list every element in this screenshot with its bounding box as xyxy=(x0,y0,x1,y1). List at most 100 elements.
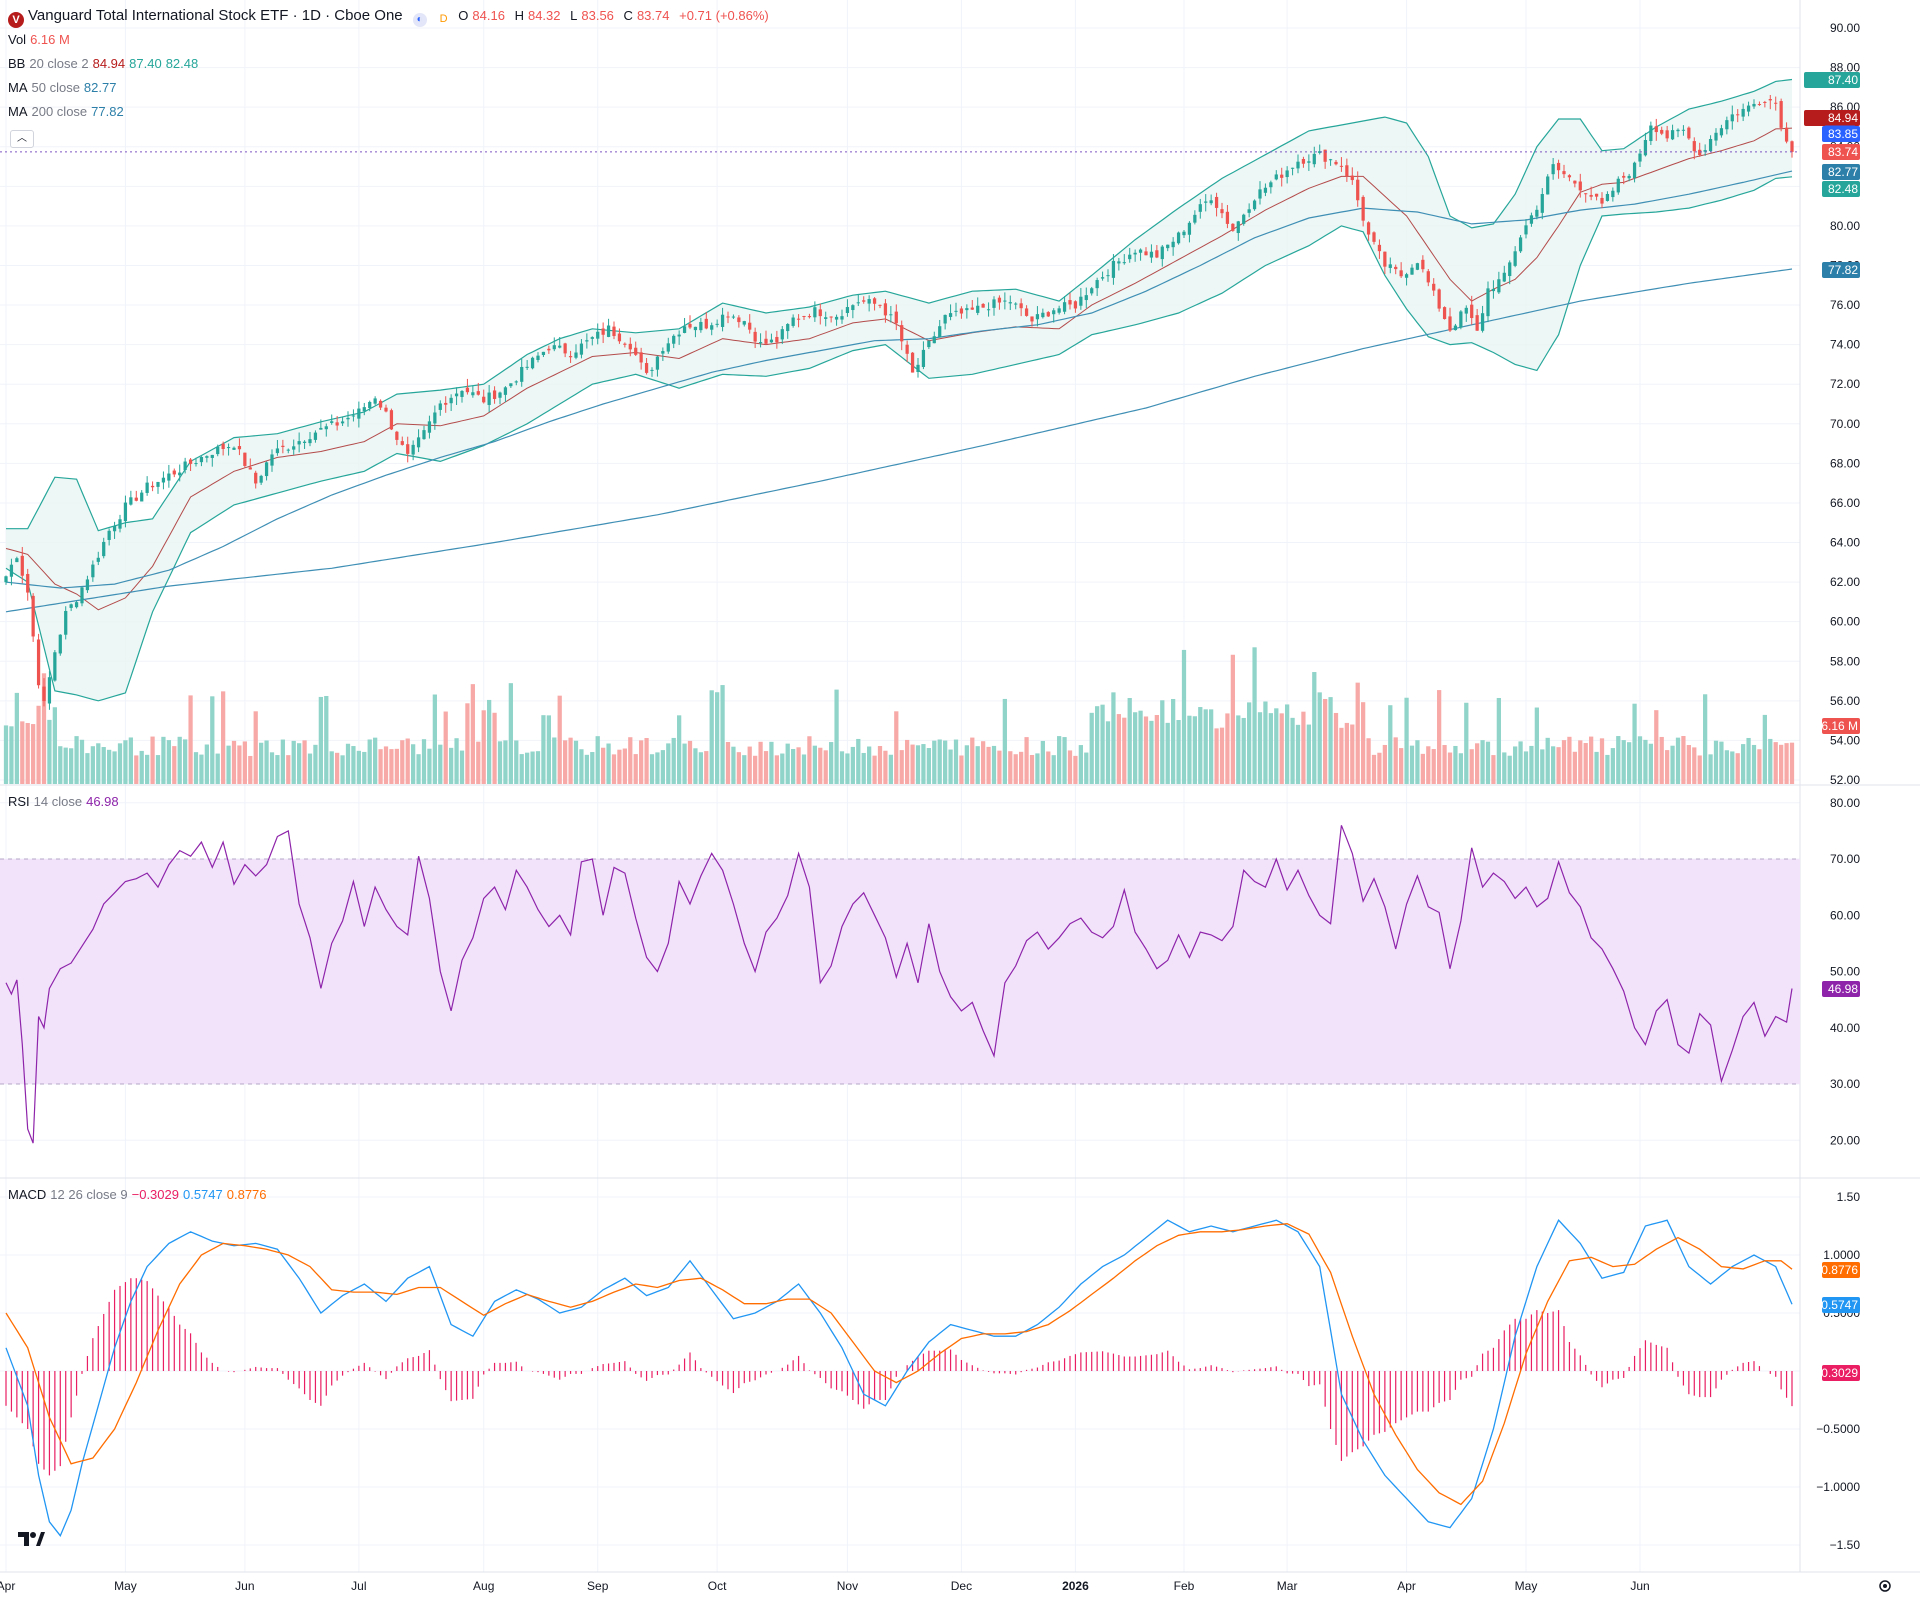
candle-body xyxy=(552,345,556,350)
volume-bar xyxy=(601,747,606,784)
macd-axis[interactable]: 1.501.00000.50000.0000−0.5000−1.0000−1.5… xyxy=(1816,1190,1860,1552)
bb-lower-value: 82.48 xyxy=(165,56,199,71)
candle-body xyxy=(672,335,676,344)
candle-body xyxy=(1725,120,1729,130)
candle-body xyxy=(31,595,35,637)
candle-body xyxy=(1323,149,1327,162)
gear-icon[interactable] xyxy=(1879,1580,1891,1592)
ma50-legend[interactable]: MA 50 close 82.77 xyxy=(8,80,120,96)
candle-body xyxy=(1714,132,1718,141)
volume-bar xyxy=(411,744,416,784)
candle-body xyxy=(965,308,969,311)
candle-body xyxy=(1529,215,1534,224)
macd-signal-line xyxy=(5,1223,1793,1506)
candle-body xyxy=(1508,262,1512,277)
volume-bar xyxy=(1268,713,1273,784)
candle-body xyxy=(617,333,622,342)
ma50-params: 50 close xyxy=(31,80,80,95)
price-axis-label: 62.00 xyxy=(1830,575,1860,589)
time-axis[interactable]: Apr May Jun Jul Aug Sep Oct Nov Dec 2026 Feb Mar Apr… xyxy=(0,1579,1650,1593)
volume-bar xyxy=(1513,746,1518,784)
bb-legend[interactable]: BB 20 close 2 84.94 87.40 82.48 xyxy=(8,56,202,72)
volume-bar xyxy=(812,745,817,784)
candle-body xyxy=(433,412,437,424)
volume-bar xyxy=(1485,741,1491,784)
volume-bar xyxy=(1724,750,1729,784)
candle-body xyxy=(1296,161,1300,169)
volume-bar xyxy=(128,737,133,784)
volume-bar xyxy=(1605,754,1610,784)
candle-body xyxy=(69,604,73,608)
vol-label: Vol xyxy=(8,32,27,47)
volume-bar xyxy=(1133,712,1138,784)
volume-bar xyxy=(557,695,562,784)
tradingview-logo[interactable] xyxy=(16,1528,46,1550)
delayed-data-icon[interactable]: D xyxy=(439,13,448,25)
symbol-logo[interactable]: V xyxy=(8,12,24,28)
volume-bar xyxy=(248,755,253,784)
volume-bar xyxy=(1008,751,1013,784)
candle-body xyxy=(932,336,936,344)
volume-bar xyxy=(166,740,171,784)
candle-body xyxy=(205,456,209,458)
symbol-title[interactable]: Vanguard Total International Stock ETF ·… xyxy=(28,7,403,24)
collapse-legend-button[interactable]: ︿ xyxy=(10,130,34,148)
candle-body xyxy=(764,338,768,344)
candle-body xyxy=(1035,314,1040,320)
rsi-axis[interactable]: 80.00 70.00 60.00 50.00 40.00 30.00 20.00 xyxy=(1830,796,1860,1148)
volume-bar xyxy=(1279,713,1284,784)
session-icon[interactable]: ◐ xyxy=(412,13,427,27)
volume-bar xyxy=(1534,707,1539,784)
candle-body xyxy=(400,441,404,445)
macd-signal-value: 0.8776 xyxy=(226,1187,267,1202)
volume-bar xyxy=(1523,751,1529,784)
macd-legend[interactable]: MACD 12 26 close 9 −0.3029 0.5747 0.8776 xyxy=(8,1187,271,1203)
candle-body xyxy=(264,462,269,477)
price-axis-label: 68.00 xyxy=(1830,456,1860,470)
volume-bar xyxy=(1344,722,1349,784)
candle-body xyxy=(384,407,388,412)
candle-body xyxy=(102,541,106,557)
candlesticks xyxy=(4,95,1794,710)
candle-body xyxy=(357,408,361,419)
candle-body xyxy=(1757,104,1762,106)
candle-body xyxy=(259,475,263,483)
candle-body xyxy=(1611,190,1615,198)
candle-body xyxy=(302,441,307,443)
bollinger-lower-line xyxy=(5,176,1793,702)
volume-bar xyxy=(1784,743,1789,784)
candle-body xyxy=(1394,266,1398,270)
candle-body xyxy=(292,446,296,450)
candle-body xyxy=(1589,194,1593,197)
candle-body xyxy=(1138,249,1143,253)
volume-bar xyxy=(1469,749,1474,784)
bb-upper-value: 87.40 xyxy=(129,56,162,71)
volume-bar xyxy=(14,692,19,784)
candle-body xyxy=(1258,189,1262,199)
volume-bar xyxy=(546,715,551,784)
volume-bar xyxy=(253,711,258,784)
bb-lower-tag: 82.48 xyxy=(1828,182,1858,196)
price-axis-label: 54.00 xyxy=(1830,733,1860,747)
volume-legend[interactable]: Vol 6.16 M xyxy=(8,32,74,48)
volume-bar xyxy=(1779,744,1784,784)
volume-bar xyxy=(367,739,372,784)
rsi-legend[interactable]: RSI 14 close 46.98 xyxy=(8,794,123,810)
candle-body xyxy=(1687,127,1691,139)
time-axis-label: Mar xyxy=(1277,1579,1298,1593)
volume-bar xyxy=(519,754,524,784)
ma200-line xyxy=(5,268,1793,613)
ma200-legend[interactable]: MA 200 close 77.82 xyxy=(8,104,128,120)
volume-bar xyxy=(52,707,57,784)
candle-body xyxy=(194,463,198,465)
volume-bar xyxy=(1496,697,1501,784)
volume-bar xyxy=(839,751,845,784)
volume-bar xyxy=(677,715,682,784)
candle-body xyxy=(948,313,953,317)
time-axis-label: Apr xyxy=(1397,1579,1416,1593)
volume-bar xyxy=(340,755,345,784)
price-axis-label: 72.00 xyxy=(1830,377,1860,391)
volume-bar xyxy=(356,750,361,784)
candle-body xyxy=(9,564,14,577)
